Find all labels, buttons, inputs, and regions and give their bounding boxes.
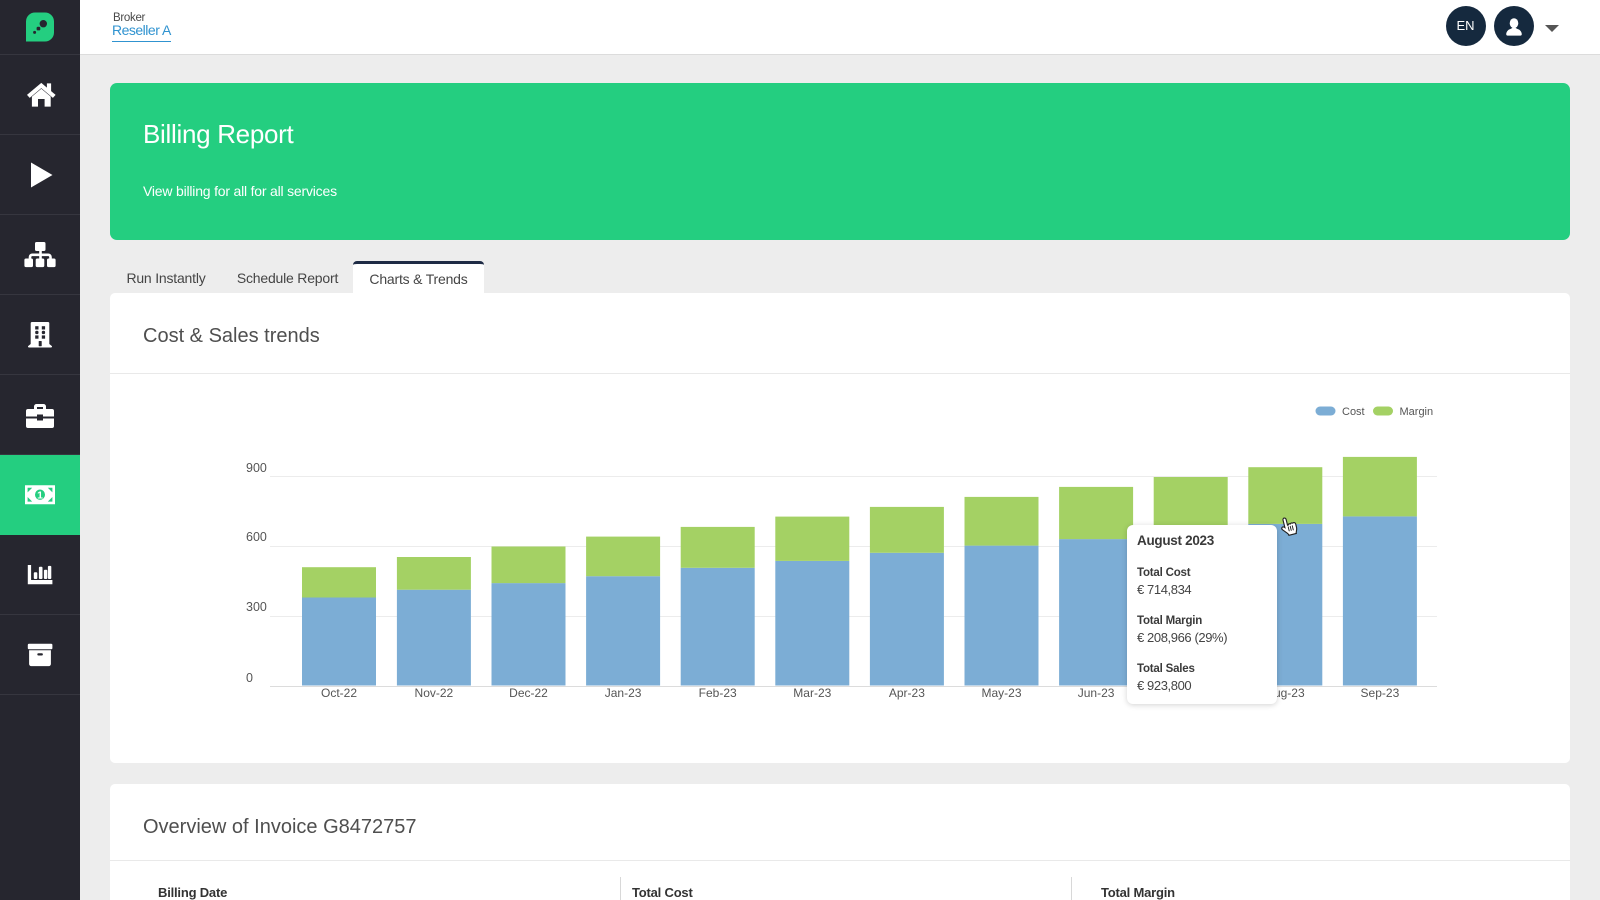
svg-text:Oct-22: Oct-22 bbox=[321, 686, 357, 700]
svg-text:1: 1 bbox=[37, 490, 43, 502]
svg-text:Margin: Margin bbox=[1400, 406, 1434, 418]
svg-text:600: 600 bbox=[246, 530, 267, 544]
svg-text:Cost: Cost bbox=[1342, 406, 1365, 418]
svg-text:Feb-23: Feb-23 bbox=[699, 686, 737, 700]
svg-text:May-23: May-23 bbox=[981, 686, 1021, 700]
svg-text:Jan-23: Jan-23 bbox=[605, 686, 642, 700]
svg-text:Jun-23: Jun-23 bbox=[1078, 686, 1115, 700]
svg-text:900: 900 bbox=[246, 461, 267, 475]
svg-text:Dec-22: Dec-22 bbox=[509, 686, 548, 700]
svg-text:300: 300 bbox=[246, 600, 267, 614]
svg-text:Nov-22: Nov-22 bbox=[415, 686, 454, 700]
svg-text:Apr-23: Apr-23 bbox=[889, 686, 925, 700]
svg-text:Sep-23: Sep-23 bbox=[1361, 686, 1400, 700]
svg-text:Mar-23: Mar-23 bbox=[793, 686, 831, 700]
svg-text:0: 0 bbox=[246, 671, 253, 685]
